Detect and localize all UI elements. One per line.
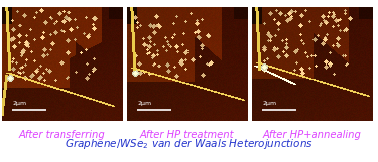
Text: After HP+annealing: After HP+annealing <box>263 130 362 140</box>
Text: 2μm: 2μm <box>262 101 276 106</box>
Text: 2μm: 2μm <box>12 101 26 106</box>
Text: 2μm: 2μm <box>137 101 151 106</box>
Text: After transferring: After transferring <box>19 130 105 140</box>
Text: After HP treatment: After HP treatment <box>140 130 234 140</box>
Text: $\it{Graphene/WSe_2\ van\ der\ Waals\ Heterojunctions}$: $\it{Graphene/WSe_2\ van\ der\ Waals\ He… <box>65 137 313 151</box>
